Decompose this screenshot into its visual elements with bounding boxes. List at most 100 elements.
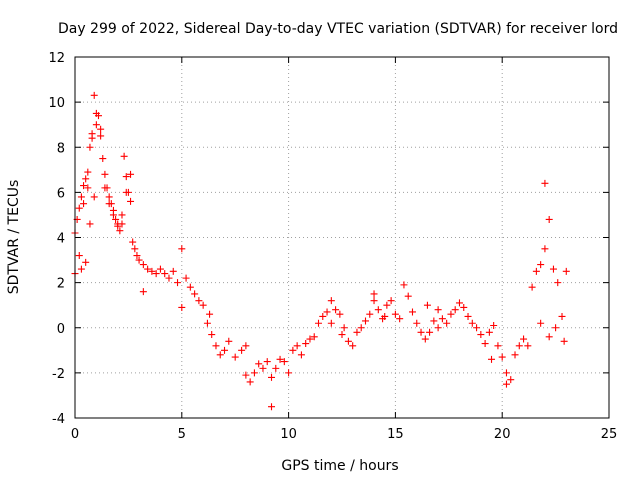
data-point: [370, 297, 378, 305]
axis-ticks: 0 5 10 15 20 25 -4 -2 0 2 4 6 8 10 12: [48, 51, 617, 442]
data-point: [421, 335, 429, 343]
data-point: [455, 299, 463, 307]
data-point: [178, 245, 186, 253]
data-point: [408, 308, 416, 316]
data-point: [558, 312, 566, 320]
data-point: [541, 245, 549, 253]
data-point: [537, 319, 545, 327]
data-point: [490, 321, 498, 329]
data-point: [174, 279, 182, 287]
data-point: [77, 193, 85, 201]
data-point: [186, 283, 194, 291]
data-point: [216, 351, 224, 359]
data-point: [323, 308, 331, 316]
data-point: [488, 355, 496, 363]
data-point: [80, 182, 88, 190]
data-point: [221, 346, 229, 354]
y-axis-label: SDTVAR / TECUs: [6, 180, 22, 295]
data-point: [344, 337, 352, 345]
data-point: [208, 331, 216, 339]
data-point: [268, 373, 276, 381]
data-point: [545, 215, 553, 223]
data-point: [97, 125, 105, 133]
data-point: [86, 220, 94, 228]
data-point: [494, 342, 502, 350]
data-point: [549, 265, 557, 273]
data-point: [250, 369, 258, 377]
data-point: [327, 297, 335, 305]
y-tick-label: -4: [52, 412, 65, 427]
data-point: [195, 297, 203, 305]
data-point: [105, 200, 113, 208]
data-point: [90, 91, 98, 99]
data-point: [242, 371, 250, 379]
grid: [75, 57, 609, 418]
data-point: [374, 306, 382, 314]
data-point: [105, 193, 113, 201]
data-point: [511, 351, 519, 359]
data-point: [528, 283, 536, 291]
data-point: [338, 331, 346, 339]
data-point: [366, 310, 374, 318]
x-tick-label: 15: [387, 427, 404, 442]
data-point: [552, 324, 560, 332]
data-point: [423, 301, 431, 309]
data-point: [148, 267, 156, 275]
data-points: [71, 91, 570, 411]
data-point: [485, 328, 493, 336]
data-point: [340, 324, 348, 332]
data-point: [289, 346, 297, 354]
data-point: [206, 310, 214, 318]
x-tick-label: 25: [601, 427, 618, 442]
data-point: [116, 227, 124, 235]
data-point: [387, 297, 395, 305]
data-point: [94, 112, 102, 120]
data-point: [86, 143, 94, 151]
data-point: [84, 168, 92, 176]
data-point: [520, 335, 528, 343]
data-point: [82, 258, 90, 266]
data-point: [127, 197, 135, 205]
data-point: [114, 220, 122, 228]
data-point: [293, 342, 301, 350]
data-point: [306, 335, 314, 343]
data-point: [554, 279, 562, 287]
data-point: [165, 274, 173, 282]
data-point: [560, 337, 568, 345]
data-point: [129, 238, 137, 246]
data-point: [537, 261, 545, 269]
x-tick-label: 5: [178, 427, 186, 442]
data-point: [80, 200, 88, 208]
data-point: [430, 317, 438, 325]
data-point: [481, 340, 489, 348]
data-point: [413, 319, 421, 327]
data-point: [75, 204, 83, 212]
data-point: [502, 380, 510, 388]
data-point: [332, 306, 340, 314]
data-point: [400, 281, 408, 289]
y-tick-label: 8: [57, 141, 65, 156]
data-point: [417, 328, 425, 336]
data-point: [502, 369, 510, 377]
x-tick-label: 10: [280, 427, 297, 442]
data-point: [139, 261, 147, 269]
data-point: [319, 312, 327, 320]
data-point: [460, 303, 468, 311]
data-point: [182, 274, 190, 282]
data-point: [169, 267, 177, 275]
data-point: [370, 290, 378, 298]
y-tick-label: 12: [48, 51, 65, 66]
x-tick-label: 20: [494, 427, 511, 442]
data-point: [225, 337, 233, 345]
data-point: [77, 265, 85, 273]
data-point: [541, 179, 549, 187]
data-point: [464, 312, 472, 320]
data-point: [161, 270, 169, 278]
data-point: [99, 155, 107, 163]
data-point: [426, 328, 434, 336]
data-point: [383, 301, 391, 309]
data-point: [152, 270, 160, 278]
data-point: [447, 310, 455, 318]
